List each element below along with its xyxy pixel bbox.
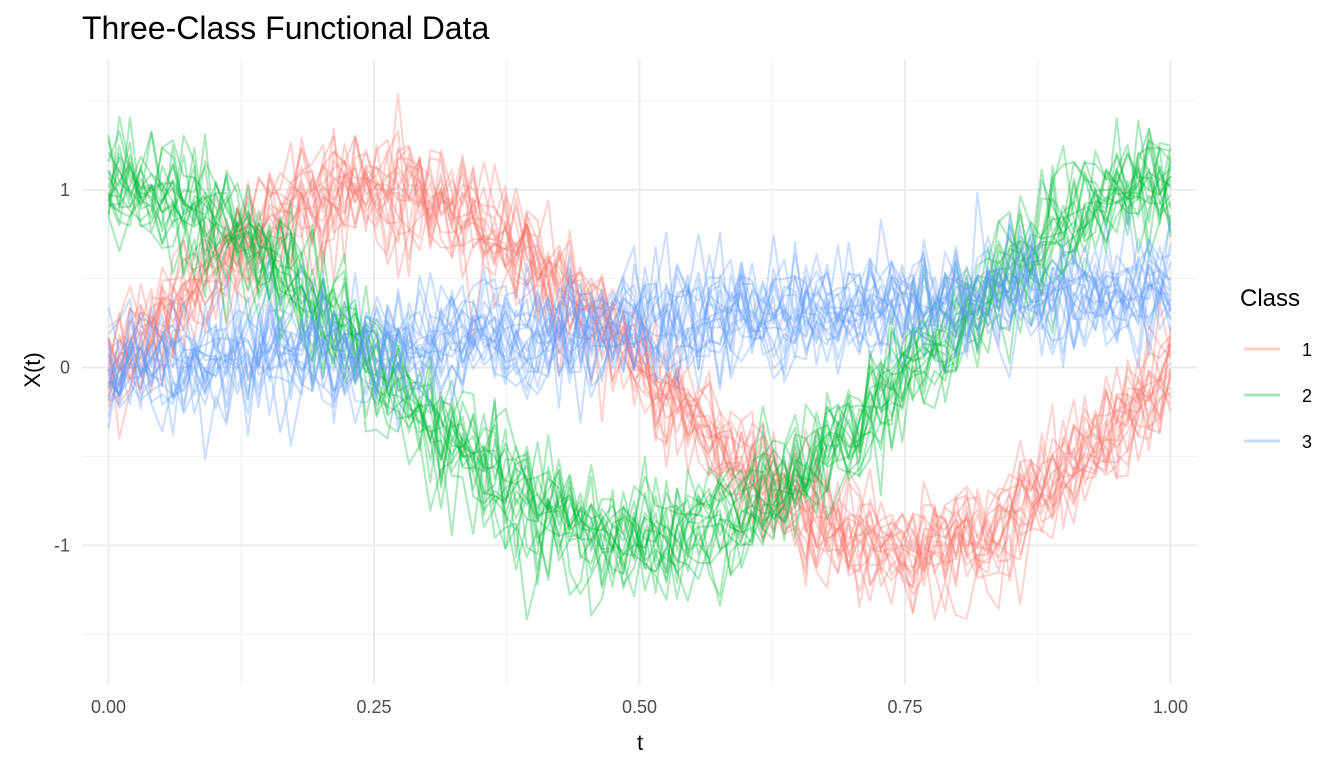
curve-line xyxy=(108,117,1171,574)
curve-line xyxy=(107,157,1172,580)
curve-line xyxy=(107,130,1172,575)
curve-line xyxy=(107,214,1172,434)
legend: Class 1 2 3 xyxy=(1240,285,1312,452)
curve-line xyxy=(107,127,1172,587)
curve-line xyxy=(107,138,1172,581)
curve-line xyxy=(107,144,1172,588)
curve-line xyxy=(108,234,1172,409)
curve-line xyxy=(107,222,1172,406)
curve-line xyxy=(107,151,1172,589)
curve-line xyxy=(107,139,1172,612)
curve-line xyxy=(107,135,1172,568)
y-tick-label: 0 xyxy=(60,358,70,378)
curve-line xyxy=(107,145,1172,539)
curve-line xyxy=(107,170,1172,578)
x-tick-label: 1.00 xyxy=(1153,697,1188,717)
curve-line xyxy=(107,243,1172,415)
legend-label: 1 xyxy=(1302,340,1312,360)
curve-line xyxy=(107,141,1172,602)
curve-line xyxy=(107,116,1172,595)
curve-line xyxy=(107,145,1172,574)
x-tick-label: 0.75 xyxy=(887,697,922,717)
curve-line xyxy=(107,131,1172,577)
curve-line xyxy=(107,271,1172,423)
series-lines xyxy=(107,93,1172,621)
curve-line xyxy=(107,130,1172,577)
curve-line xyxy=(107,151,1171,586)
curve-line xyxy=(107,207,1171,397)
curve-line xyxy=(107,254,1172,415)
curve-line xyxy=(107,239,1172,436)
curve-line xyxy=(107,262,1172,410)
curve-line xyxy=(107,249,1172,460)
curve-line xyxy=(107,157,1172,614)
curve-line xyxy=(107,238,1171,407)
curve-line xyxy=(107,141,1172,605)
legend-label: 2 xyxy=(1302,386,1312,406)
curve-line xyxy=(107,221,1172,429)
curve-line xyxy=(107,231,1172,432)
curve-line xyxy=(107,139,1172,607)
curve-line xyxy=(107,164,1172,569)
series-2 xyxy=(107,115,1172,621)
curve-line xyxy=(107,264,1172,447)
curve-line xyxy=(107,147,1172,593)
curve-line xyxy=(108,155,1172,601)
x-tick-label: 0.50 xyxy=(622,697,657,717)
series-1 xyxy=(107,93,1172,621)
y-axis-ticks: -1 0 1 xyxy=(54,180,70,556)
curve-line xyxy=(107,147,1172,608)
curve-line xyxy=(107,115,1171,563)
curve-line xyxy=(107,160,1172,621)
curve-line xyxy=(107,148,1172,569)
curve-line xyxy=(107,157,1172,602)
curve-line xyxy=(107,128,1172,571)
series-3 xyxy=(107,191,1172,460)
curve-line xyxy=(107,246,1172,418)
curve-line xyxy=(107,142,1172,621)
x-axis-ticks: 0.00 0.25 0.50 0.75 1.00 xyxy=(91,697,1188,717)
curve-line xyxy=(107,191,1172,396)
curve-line xyxy=(107,134,1172,575)
y-axis-title: X(t) xyxy=(20,352,45,387)
x-tick-label: 0.25 xyxy=(357,697,392,717)
curve-line xyxy=(107,219,1172,408)
curve-line xyxy=(107,135,1172,614)
chart-title: Three-Class Functional Data xyxy=(82,10,490,46)
curve-line xyxy=(107,136,1172,588)
curve-line xyxy=(107,144,1172,596)
legend-title: Class xyxy=(1240,285,1300,312)
curve-line xyxy=(107,93,1172,567)
curve-line xyxy=(107,224,1172,437)
x-tick-label: 0.00 xyxy=(91,697,126,717)
curve-line xyxy=(107,127,1172,557)
curve-line xyxy=(107,222,1172,401)
x-axis-title: t xyxy=(637,730,643,755)
curve-line xyxy=(107,144,1172,590)
y-tick-label: -1 xyxy=(54,535,70,555)
curve-line xyxy=(107,130,1172,576)
curve-line xyxy=(107,139,1172,598)
legend-label: 3 xyxy=(1302,432,1312,452)
curve-line xyxy=(107,249,1172,400)
y-tick-label: 1 xyxy=(60,180,70,200)
major-gridlines xyxy=(82,60,1197,684)
curve-line xyxy=(107,149,1171,610)
